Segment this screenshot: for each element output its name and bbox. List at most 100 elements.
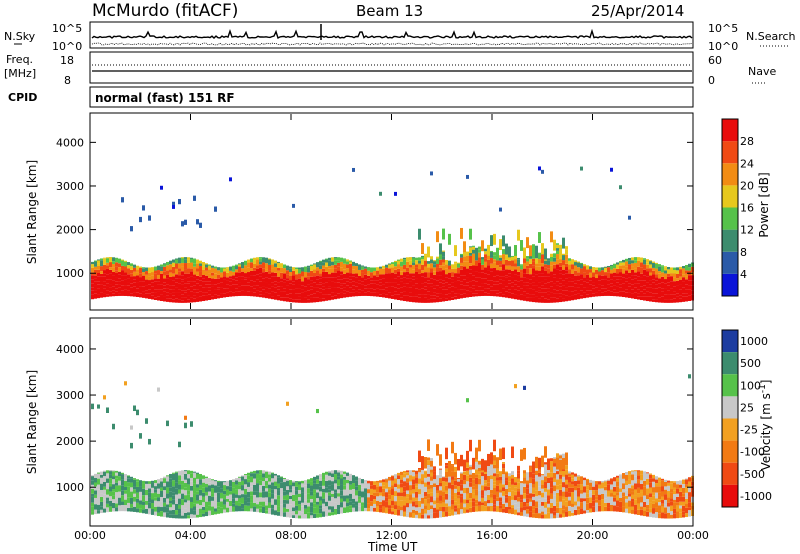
data-cell — [538, 292, 541, 299]
data-cell — [466, 261, 469, 266]
data-cell — [331, 261, 334, 266]
data-cell — [415, 271, 418, 279]
data-cell — [652, 503, 655, 509]
data-cell — [127, 492, 130, 498]
data-cell — [223, 271, 226, 277]
data-cell — [400, 500, 403, 507]
data-cell — [454, 268, 457, 274]
data-cell — [571, 281, 574, 287]
data-cell — [280, 500, 283, 505]
data-cell — [658, 492, 661, 496]
data-cell — [523, 247, 526, 259]
data-cell — [355, 263, 358, 267]
data-cell — [658, 477, 661, 482]
data-cell — [394, 260, 397, 267]
data-cell — [205, 491, 208, 496]
data-cell — [328, 495, 331, 501]
data-cell — [631, 506, 634, 511]
data-cell — [334, 257, 337, 259]
x-tick-label: 20:00 — [577, 529, 609, 542]
data-cell — [646, 282, 649, 288]
data-cell — [100, 489, 103, 494]
data-cell — [121, 479, 124, 486]
data-cell — [451, 268, 454, 273]
data-cell — [634, 260, 637, 263]
data-cell — [163, 482, 166, 487]
data-cell — [370, 292, 373, 297]
data-cell — [586, 510, 589, 513]
data-cell — [526, 256, 529, 259]
data-cell — [592, 506, 595, 513]
data-cell — [601, 499, 604, 505]
data-cell — [403, 470, 406, 474]
data-cell — [112, 502, 115, 509]
data-cell — [94, 266, 97, 270]
data-cell — [574, 265, 577, 271]
data-cell — [91, 480, 94, 485]
data-cell — [532, 265, 535, 269]
data-cell — [412, 479, 415, 485]
data-cell — [454, 501, 457, 506]
data-cell — [595, 267, 598, 270]
data-cell — [526, 484, 529, 489]
data-cell — [151, 487, 154, 494]
data-cell — [286, 500, 289, 504]
data-cell — [433, 500, 436, 505]
data-cell — [442, 506, 445, 512]
data-cell — [478, 262, 481, 268]
data-cell — [502, 270, 505, 277]
data-cell — [331, 481, 334, 485]
data-cell — [277, 289, 280, 296]
data-cell — [292, 494, 295, 502]
data-cell — [343, 293, 346, 298]
data-cell — [319, 288, 322, 293]
data-cell — [508, 501, 511, 507]
data-cell — [265, 488, 268, 492]
data-cell — [190, 485, 193, 491]
data-cell — [547, 477, 550, 484]
data-cell — [304, 291, 307, 298]
data-cell — [103, 489, 106, 495]
data-cell — [406, 271, 409, 276]
data-cell — [568, 505, 571, 511]
data-cell — [184, 257, 187, 260]
data-cell — [664, 299, 667, 303]
data-cell — [643, 258, 646, 260]
data-cell — [334, 492, 337, 499]
data-cell — [109, 470, 112, 472]
data-cell — [466, 255, 469, 262]
data-cell — [565, 501, 568, 507]
data-cell — [256, 268, 259, 275]
data-cell — [520, 449, 523, 461]
data-cell — [532, 496, 535, 501]
data-cell — [175, 472, 178, 477]
data-cell — [457, 262, 460, 264]
data-cell — [124, 499, 127, 506]
data-cell — [541, 169, 544, 174]
data-cell — [658, 513, 661, 519]
data-cell — [196, 508, 199, 515]
data-cell — [256, 473, 259, 479]
data-cell — [481, 505, 484, 512]
data-cell — [679, 480, 682, 485]
data-cell — [517, 290, 520, 296]
data-cell — [424, 482, 427, 487]
data-cell — [478, 282, 481, 287]
data-cell — [631, 491, 634, 495]
data-cell — [211, 292, 214, 297]
data-cell — [418, 468, 421, 473]
data-cell — [655, 268, 658, 275]
data-cell — [619, 479, 622, 486]
data-cell — [493, 259, 496, 263]
data-cell — [574, 501, 577, 506]
data-cell — [103, 281, 106, 286]
data-cell — [490, 489, 493, 494]
data-cell — [532, 506, 535, 510]
data-cell — [217, 267, 220, 271]
data-cell — [529, 283, 532, 289]
data-cell — [184, 512, 187, 519]
data-cell — [238, 286, 241, 292]
data-cell — [130, 425, 133, 430]
data-cell — [466, 282, 469, 286]
data-cell — [202, 513, 205, 517]
